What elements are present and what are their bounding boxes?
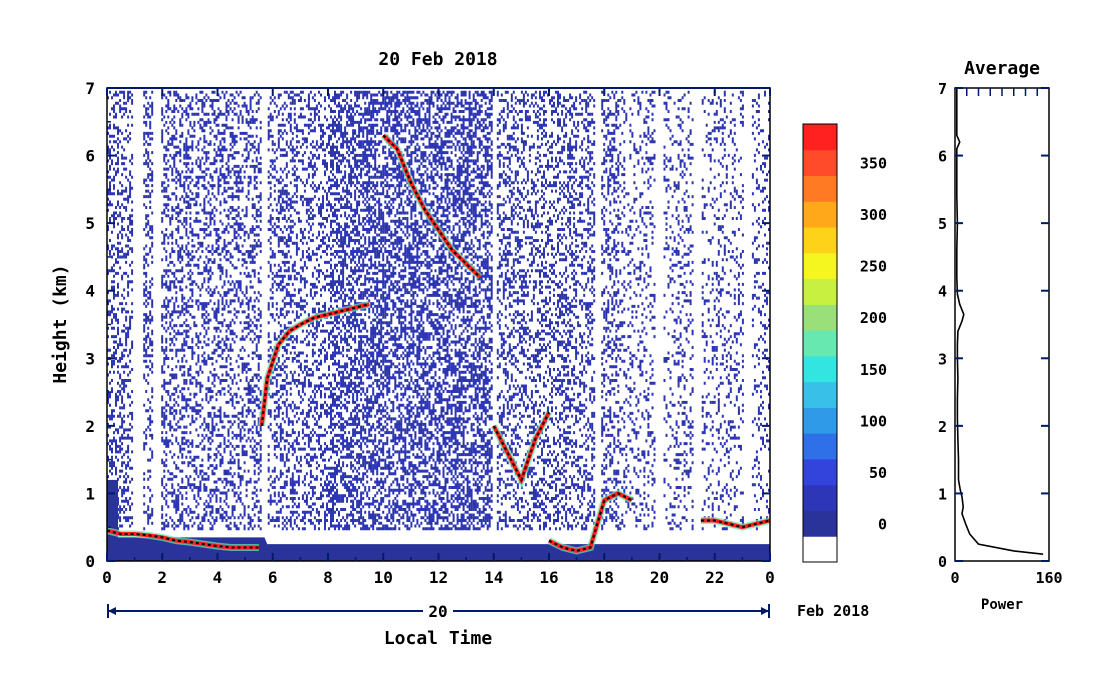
avg-y-tick-label: 5	[938, 215, 947, 233]
colorbar-swatch	[803, 304, 837, 331]
y-axis: 0 1 2 3 4 5 6 7	[85, 79, 770, 571]
colorbar-tick-label: 50	[869, 464, 887, 482]
layer-c-edge	[382, 134, 481, 278]
avg-y-tick-label: 4	[938, 283, 947, 301]
y-tick-label: 4	[85, 282, 95, 301]
layer-d-edge	[492, 411, 550, 483]
colorbar-swatch	[803, 510, 837, 537]
average-axes: 0 1 2 3 4 5 6 7 0 160	[938, 80, 1063, 587]
colorbar-swatch	[803, 227, 837, 254]
layer-a-edge	[107, 529, 259, 549]
x-tick-label: 20	[650, 568, 669, 587]
colorbar-swatch	[803, 124, 837, 151]
avg-y-tick-label: 2	[938, 418, 947, 436]
x-tick-label: 4	[213, 568, 223, 587]
avg-y-tick-label: 1	[938, 485, 947, 503]
colorbar-swatch	[803, 433, 837, 460]
colorbar-tick-label: 0	[878, 515, 887, 533]
date-suffix: Feb 2018	[797, 602, 869, 620]
colorbar-tick-label: 250	[860, 258, 887, 276]
colorbar-swatch	[803, 355, 837, 383]
colorbar-swatch	[803, 201, 837, 228]
avg-y-tick-label: 0	[938, 553, 947, 571]
colorbar-tick-label: 100	[860, 412, 887, 430]
x-tick-label: 12	[429, 568, 448, 587]
x-tick-label: 10	[374, 568, 393, 587]
avg-x-tick-label: 0	[950, 569, 959, 587]
date-range-start-arrow	[108, 607, 116, 615]
colorbar-tick-label: 150	[860, 361, 887, 379]
colorbar-tick-label: 350	[860, 155, 887, 173]
colorbar-swatch	[803, 458, 837, 486]
layer-f-core	[700, 518, 770, 530]
avg-y-tick-label: 7	[938, 80, 947, 98]
x-tick-label: 18	[595, 568, 614, 587]
avg-y-tick-label: 3	[938, 350, 947, 368]
colorbar-swatch	[803, 381, 837, 408]
y-tick-label: 5	[85, 214, 95, 233]
date-range-end-arrow	[761, 607, 769, 615]
avg-y-tick-label: 6	[938, 148, 947, 166]
x-tick-label: 6	[268, 568, 278, 587]
x-axis: 0 2 4 6 8 10 12 14 16 18 20 22 0	[102, 88, 775, 587]
colorbar-swatch	[803, 278, 837, 305]
heatmap-area	[107, 88, 770, 561]
x-tick-label: 8	[323, 568, 333, 587]
early-column	[107, 479, 119, 561]
colorbar-tick-label: 300	[860, 206, 887, 224]
y-tick-label: 0	[85, 552, 95, 571]
y-tick-label: 1	[85, 484, 95, 503]
x-tick-label: 22	[705, 568, 724, 587]
x-tick-label: 0	[102, 568, 112, 587]
y-axis-label: Height (km)	[50, 264, 71, 383]
colorbar-tick-label: 200	[860, 309, 887, 327]
date-label: 20	[428, 602, 447, 621]
colorbar: 0 50 100 150 200 250 300 350	[802, 123, 887, 563]
y-tick-label: 3	[85, 349, 95, 368]
layer-b-edge	[260, 303, 370, 427]
colorbar-swatch	[803, 484, 837, 511]
date-label-bg	[423, 601, 453, 621]
x-tick-label: 14	[484, 568, 503, 587]
x-tick-label: 0	[765, 568, 775, 587]
colorbar-swatch	[803, 536, 837, 563]
x-axis-label: Local Time	[384, 628, 493, 649]
noise-speckle-dark	[107, 90, 770, 531]
y-tick-label: 7	[85, 79, 95, 98]
heatmap-noise	[107, 90, 770, 531]
average-plot-frame	[954, 87, 1050, 562]
colorbar-swatch	[803, 330, 837, 357]
colorbar-swatch	[803, 149, 837, 177]
colorbar-swatch	[803, 407, 837, 434]
y-tick-label: 6	[85, 147, 95, 166]
average-x-axis-label: Power	[981, 597, 1023, 613]
colorbar-frame	[802, 123, 838, 563]
colorbar-swatch	[803, 252, 837, 280]
chart-title: 20 Feb 2018	[378, 49, 497, 70]
layer-e-edge	[548, 492, 633, 552]
colorbar-swatch	[803, 175, 837, 202]
avg-x-tick-label: 160	[1035, 569, 1062, 587]
average-title: Average	[964, 58, 1040, 79]
x-tick-label: 2	[157, 568, 167, 587]
x-tick-label: 16	[539, 568, 558, 587]
y-tick-label: 2	[85, 417, 95, 436]
average-power-line	[956, 88, 1044, 555]
